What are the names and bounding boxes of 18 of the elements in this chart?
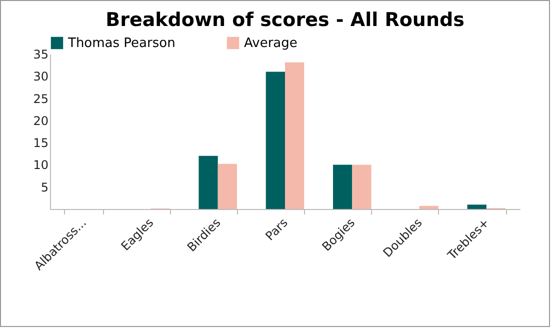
bar: [218, 164, 237, 209]
y-tick-label: 35: [33, 48, 48, 62]
bar: [419, 206, 438, 209]
y-tick-label: 5: [40, 180, 48, 194]
bar: [352, 164, 372, 209]
bar: [333, 164, 352, 209]
bar: [198, 156, 218, 209]
y-tick-label: 15: [33, 136, 48, 150]
bar: [285, 62, 304, 209]
bar: [467, 204, 486, 209]
y-tick-label: 10: [33, 158, 48, 172]
y-tick-label: 20: [33, 114, 48, 128]
chart-title: Breakdown of scores - All Rounds: [106, 9, 464, 31]
legend-label: Thomas Pearson: [67, 36, 176, 51]
bar: [266, 72, 285, 209]
legend-label: Average: [244, 36, 298, 51]
y-tick-label: 30: [33, 70, 48, 84]
y-tick-label: 25: [33, 92, 48, 106]
